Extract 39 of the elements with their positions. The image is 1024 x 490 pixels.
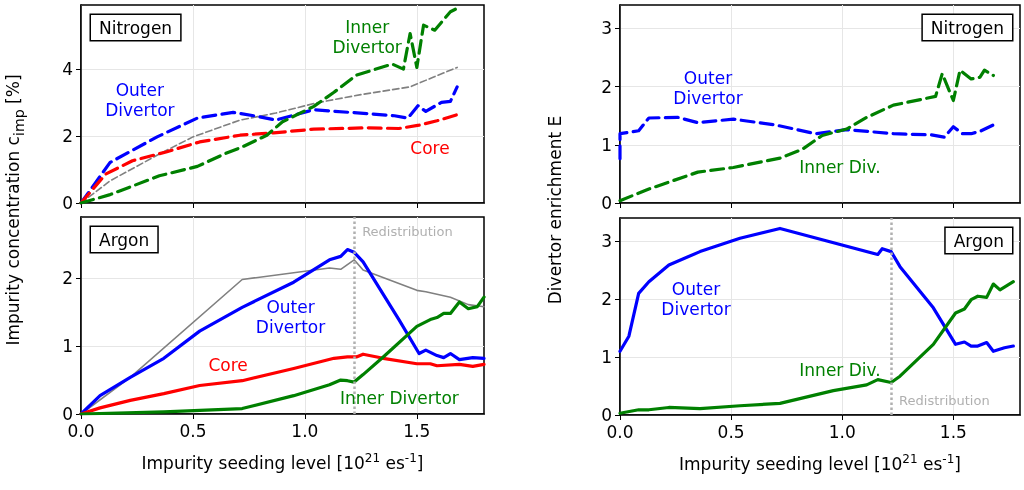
series-label: Core [410, 137, 450, 158]
line-series [618, 115, 995, 161]
y-tick-label: 3 [601, 231, 612, 252]
line-series [618, 226, 1015, 353]
line-series [618, 68, 995, 203]
y-tick-label: 1 [62, 336, 73, 357]
series-label: Inner Divertor [332, 16, 402, 57]
y-tick-label: 0 [601, 193, 612, 213]
series-label: Outer Divertor [673, 68, 743, 109]
y-tick-label: 2 [62, 125, 73, 146]
series-label: Inner Div. [799, 359, 881, 380]
annotation: Nitrogen [99, 17, 173, 38]
x-tick-label: 1.5 [403, 420, 431, 441]
line-series [618, 280, 1015, 415]
y-tick-label: 2 [601, 76, 612, 97]
annotation: Nitrogen [930, 17, 1004, 38]
series-label: Inner Div. [799, 157, 881, 178]
series-label: Outer Divertor [105, 80, 175, 121]
series-label: Core [208, 354, 248, 375]
series-label: Outer Divertor [255, 297, 326, 338]
x-tick-label: 1.0 [828, 421, 856, 442]
y-tick-label: 4 [62, 58, 73, 79]
annotation: Argon [953, 230, 1004, 251]
y-tick-label: 1 [601, 134, 612, 155]
x-tick-label: 1.0 [291, 420, 319, 441]
annotation: Argon [99, 229, 150, 250]
ref-line-label: Redistribution [362, 224, 453, 239]
y-tick-label: 0 [62, 193, 73, 213]
ref-line-label: Redistribution [899, 393, 990, 408]
series-label: Outer Divertor [661, 278, 731, 319]
x-tick-label: 0.5 [179, 420, 207, 441]
y-tick-label: 1 [601, 347, 612, 368]
x-tick-label: 0.5 [717, 421, 745, 442]
y-tick-label: 2 [62, 268, 73, 289]
y-tick-label: 3 [601, 18, 612, 39]
series-label: Inner Divertor [339, 388, 459, 409]
x-tick-label: 1.5 [939, 421, 967, 442]
y-axis-title: Divertor enrichment E [545, 115, 565, 305]
y-tick-label: 2 [601, 289, 612, 310]
